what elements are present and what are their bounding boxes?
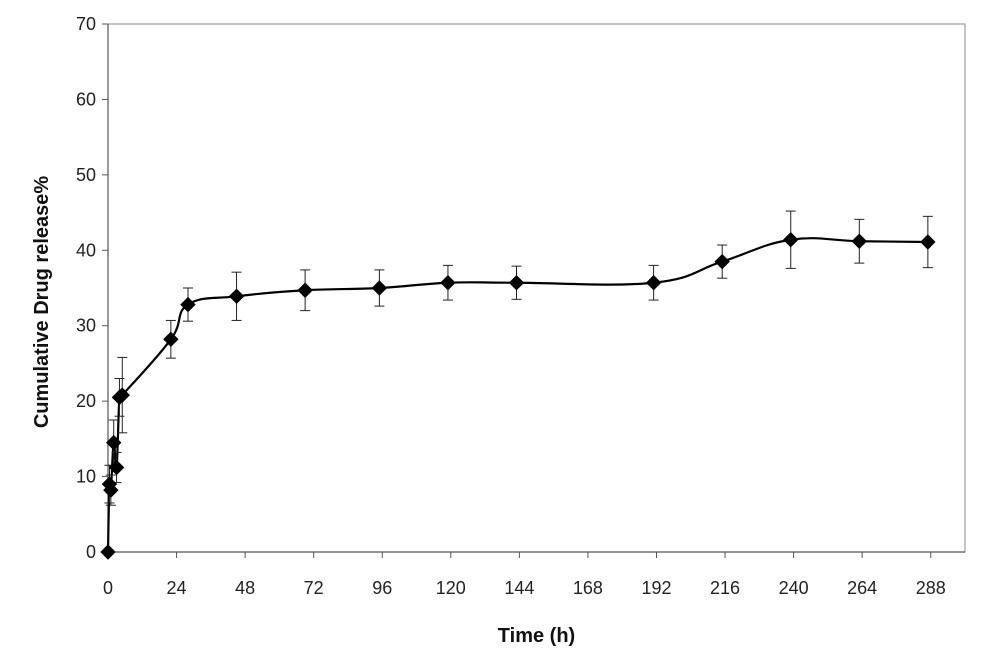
x-tick-label: 0 — [103, 578, 113, 598]
x-tick-label: 96 — [372, 578, 392, 598]
x-tick-label: 72 — [304, 578, 324, 598]
x-tick-label: 192 — [641, 578, 671, 598]
x-tick-label: 240 — [779, 578, 809, 598]
x-tick-label: 48 — [235, 578, 255, 598]
y-tick-label: 30 — [76, 316, 96, 336]
y-tick-label: 20 — [76, 391, 96, 411]
tick-labels: 0 10 20 30 40 50 60 70 0 24 48 72 96 120 144 168 192 216 2… — [76, 14, 946, 598]
data-point — [920, 234, 936, 250]
data-point — [645, 275, 662, 291]
series — [100, 210, 936, 560]
data-point — [180, 296, 196, 313]
y-tick-label: 0 — [86, 542, 96, 562]
y-axis-title: Cumulative Drug release% — [31, 176, 53, 429]
data-point — [114, 387, 130, 403]
y-tick-label: 10 — [76, 467, 96, 487]
data-point — [163, 331, 179, 347]
data-point — [714, 253, 730, 270]
x-tick-label: 288 — [916, 578, 946, 598]
x-tick-label: 120 — [436, 578, 466, 598]
x-tick-label: 216 — [710, 578, 740, 598]
data-point — [440, 275, 456, 291]
x-tick-label: 144 — [504, 578, 534, 598]
data-point — [108, 459, 125, 476]
data-point — [851, 233, 868, 249]
data-point — [297, 282, 313, 298]
y-tick-label: 70 — [76, 14, 96, 34]
data-point — [100, 544, 116, 560]
data-point — [508, 275, 525, 291]
y-tick-label: 60 — [76, 89, 96, 109]
axes — [102, 23, 966, 558]
x-tick-label: 168 — [573, 578, 603, 598]
y-tick-label: 50 — [76, 165, 96, 185]
data-point — [371, 280, 388, 296]
x-tick-label: 24 — [167, 578, 187, 598]
x-axis-title: Time (h) — [498, 625, 575, 647]
x-tick-label: 264 — [847, 578, 877, 598]
data-point — [783, 232, 799, 248]
y-tick-label: 40 — [76, 240, 96, 260]
data-point — [228, 288, 245, 305]
data-point — [106, 434, 122, 451]
data-point — [103, 482, 119, 498]
